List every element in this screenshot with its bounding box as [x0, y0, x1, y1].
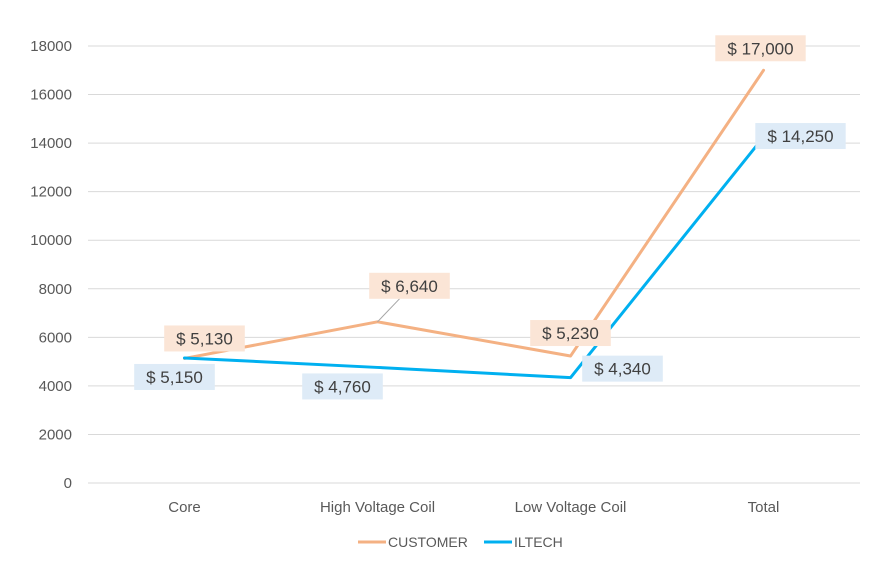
data-label-text: $ 4,760	[314, 377, 371, 396]
data-label-box	[530, 320, 611, 347]
y-tick-label: 2000	[39, 426, 72, 443]
y-axis-tick-labels: 0 2000 4000 6000 8000 10000 12000 14000 16000 180…	[30, 38, 72, 492]
data-label-iltech: $ 4,760	[302, 373, 383, 400]
y-tick-label: 12000	[30, 184, 72, 201]
data-label-box	[715, 35, 806, 62]
y-tick-label: 14000	[30, 135, 72, 152]
legend-label: CUSTOMER	[388, 534, 468, 550]
y-tick-label: 18000	[30, 38, 72, 55]
data-label-iltech: $ 4,340	[582, 355, 663, 382]
y-tick-label: 4000	[39, 378, 72, 395]
x-category-label: Core	[168, 499, 201, 516]
data-label-text: $ 14,250	[767, 127, 833, 146]
data-label-box	[369, 272, 450, 299]
series-line-customer	[183, 68, 765, 360]
y-tick-label: 6000	[39, 329, 72, 346]
data-label-customer: $ 5,130	[164, 325, 245, 352]
y-tick-label: 0	[64, 475, 72, 492]
data-label-text: $ 17,000	[727, 39, 793, 58]
data-label-customer: $ 6,640	[369, 272, 450, 323]
legend-item-customer: CUSTOMER	[358, 534, 468, 550]
x-category-label: Total	[748, 499, 780, 516]
data-label-text: $ 4,340	[594, 360, 651, 379]
data-label-customer: $ 5,230	[530, 320, 611, 347]
data-label-box	[582, 355, 663, 382]
leader-line	[377, 298, 400, 323]
legend: CUSTOMER ILTECH	[358, 534, 563, 550]
x-category-label: High Voltage Coil	[320, 499, 435, 516]
data-label-iltech: $ 5,150	[134, 363, 215, 390]
data-label-box	[134, 363, 215, 390]
data-label-box	[755, 123, 846, 150]
legend-label: ILTECH	[514, 534, 563, 550]
series-lines	[183, 68, 765, 380]
y-tick-label: 10000	[30, 232, 72, 249]
data-label-text: $ 5,230	[542, 324, 599, 343]
data-label-text: $ 5,130	[176, 329, 233, 348]
y-tick-label: 16000	[30, 87, 72, 104]
data-label-text: $ 6,640	[381, 277, 438, 296]
legend-item-iltech: ILTECH	[484, 534, 563, 550]
data-label-box	[302, 373, 383, 400]
y-tick-label: 8000	[39, 281, 72, 298]
x-category-label: Low Voltage Coil	[515, 499, 627, 516]
data-labels: $ 5,130 $ 6,640 $ 5,230 $ 17,000 $ 5,150 $ 4,…	[134, 35, 846, 400]
data-label-box	[164, 325, 245, 352]
data-label-iltech: $ 14,250	[755, 123, 846, 150]
x-axis-category-labels: Core High Voltage Coil Low Voltage Coil Tot…	[168, 499, 779, 516]
series-line-iltech	[183, 135, 765, 380]
data-label-text: $ 5,150	[146, 368, 203, 387]
data-label-customer: $ 17,000	[715, 35, 806, 62]
gridlines	[88, 45, 860, 484]
